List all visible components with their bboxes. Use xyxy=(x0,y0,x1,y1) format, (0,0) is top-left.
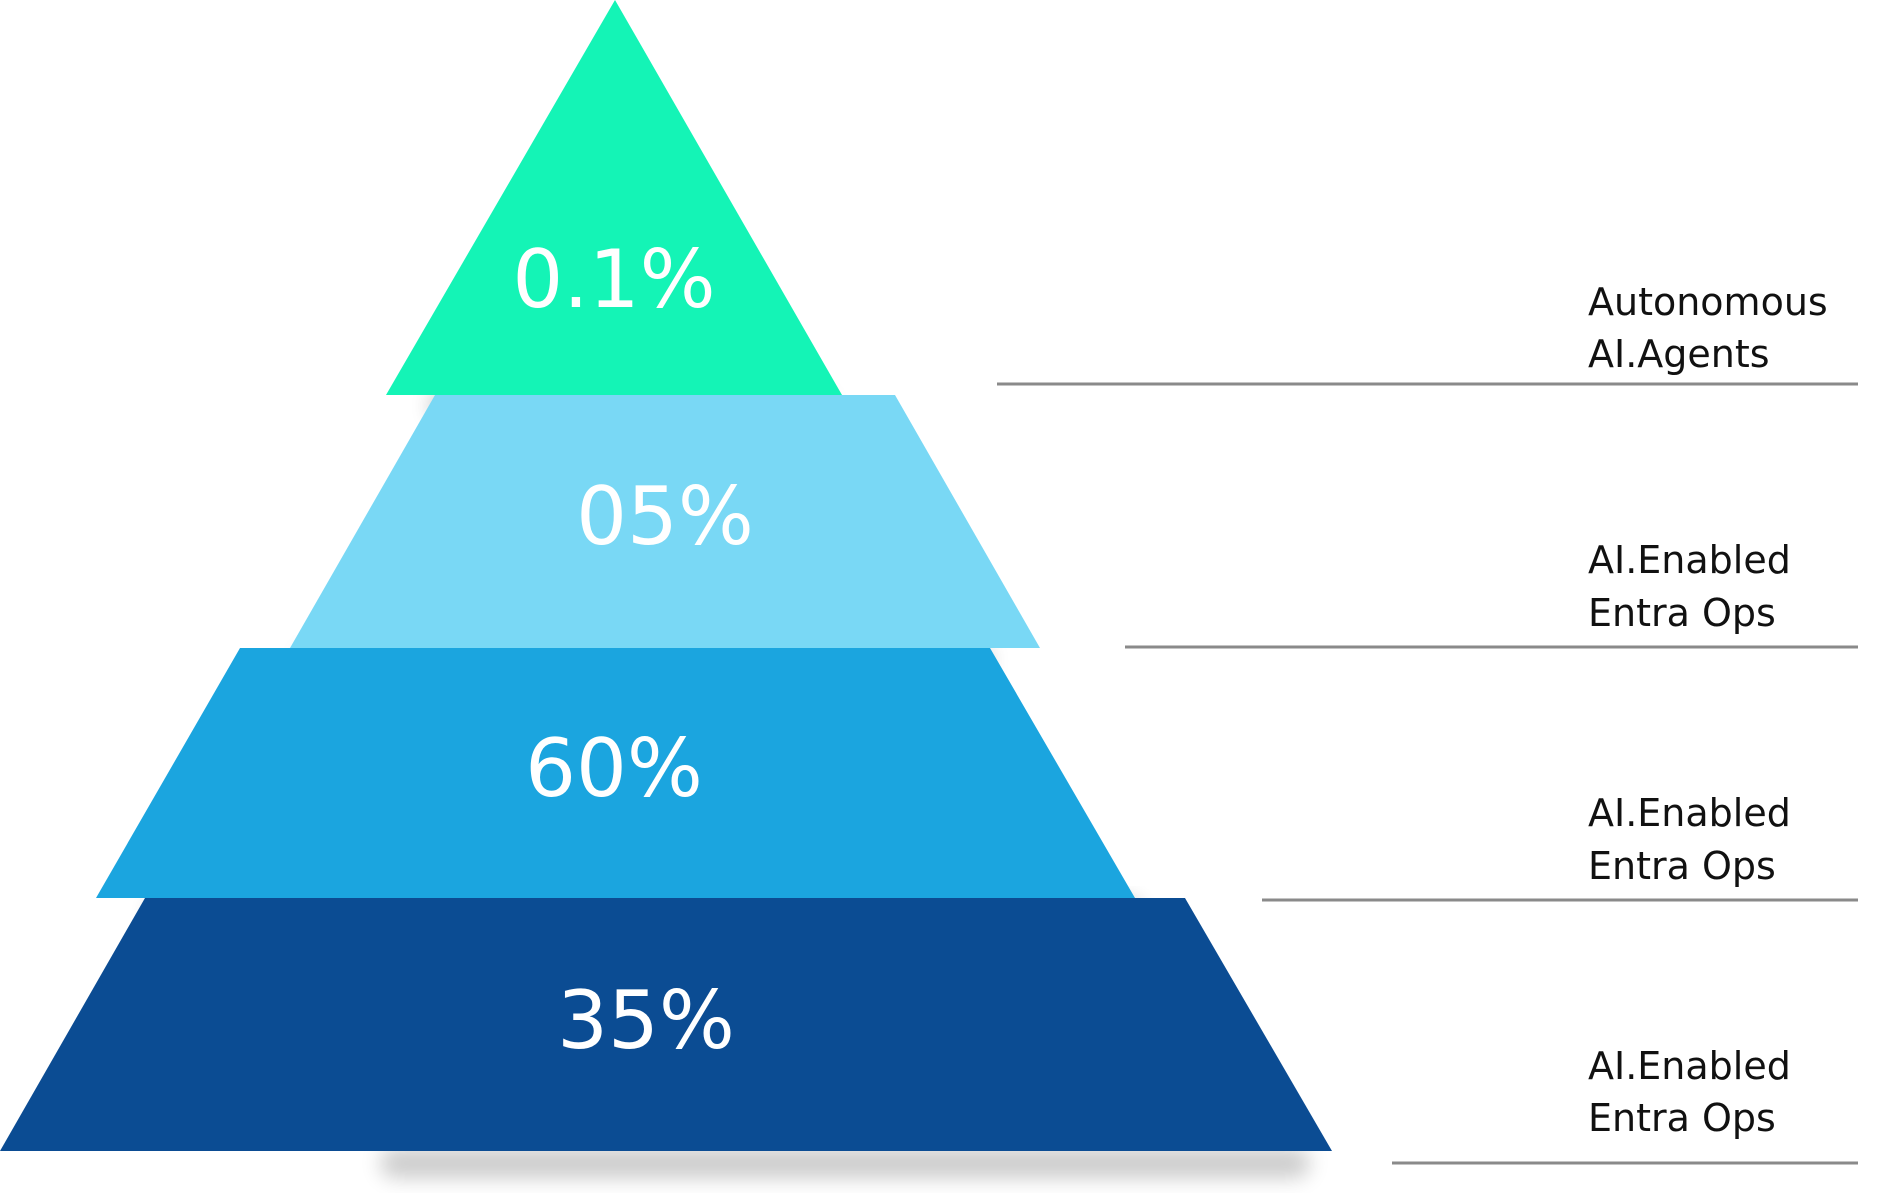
tier-3-shape xyxy=(96,648,1135,898)
pyramid-tier-4: 35% xyxy=(0,898,1332,1151)
tier-4-value: 35% xyxy=(557,974,735,1067)
label-tier-3-line2: Entra Ops xyxy=(1588,844,1776,888)
tier-2-value: 05% xyxy=(576,470,754,563)
tier-2-shape xyxy=(290,395,1040,648)
label-tier-2-line2: Entra Ops xyxy=(1588,591,1776,635)
guide-lines xyxy=(997,382,1858,1165)
label-tier-4-line2: Entra Ops xyxy=(1588,1096,1776,1140)
tier-3-value: 60% xyxy=(525,722,703,815)
pyramid-tier-3: 60% xyxy=(96,648,1135,898)
shadow-tier-4 xyxy=(380,1148,1310,1178)
pyramid-tier-2: 05% xyxy=(290,395,1040,648)
tier-1-value: 0.1% xyxy=(512,233,715,326)
tier-labels: Autonomous AI.Agents AI.Enabled Entra Op… xyxy=(1588,280,1828,1140)
label-tier-2-line1: AI.Enabled xyxy=(1588,538,1791,582)
label-tier-1-line2: AI.Agents xyxy=(1588,332,1770,376)
tier-1-shape xyxy=(386,0,842,395)
label-tier-1-line1: Autonomous xyxy=(1588,280,1828,324)
tier-4-shape xyxy=(0,898,1332,1151)
label-tier-4-line1: AI.Enabled xyxy=(1588,1044,1791,1088)
label-tier-3-line1: AI.Enabled xyxy=(1588,791,1791,835)
pyramid-tier-1: 0.1% xyxy=(386,0,842,395)
